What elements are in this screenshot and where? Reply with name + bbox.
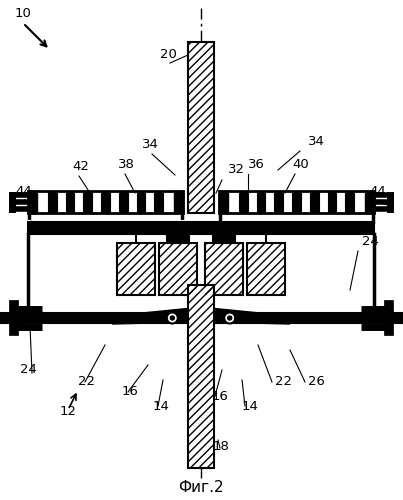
Text: 22: 22	[275, 375, 292, 388]
Circle shape	[224, 312, 235, 324]
Text: 44: 44	[15, 185, 32, 198]
Text: 24: 24	[362, 235, 379, 248]
Bar	[28, 222, 374, 234]
Bar	[247, 243, 285, 295]
Polygon shape	[112, 308, 192, 324]
Bar	[219, 191, 374, 213]
Bar	[257, 192, 266, 212]
Text: 40: 40	[292, 158, 309, 171]
Bar	[345, 192, 354, 212]
Bar	[137, 192, 145, 212]
Circle shape	[167, 312, 178, 324]
Text: 12: 12	[60, 405, 77, 418]
Bar	[205, 243, 243, 295]
Bar	[328, 192, 336, 212]
Text: 18: 18	[213, 440, 230, 453]
Circle shape	[170, 316, 174, 320]
Text: 16: 16	[122, 385, 139, 398]
Bar	[166, 235, 189, 243]
Bar	[159, 243, 197, 295]
Bar	[83, 192, 92, 212]
Bar	[119, 192, 127, 212]
Text: 38: 38	[118, 158, 135, 171]
Text: 34: 34	[308, 135, 325, 148]
Bar	[66, 192, 75, 212]
Bar	[219, 191, 228, 213]
Polygon shape	[210, 308, 290, 324]
Bar	[174, 191, 183, 213]
Bar	[117, 243, 155, 295]
Text: Фиг.2: Фиг.2	[178, 480, 224, 494]
Bar	[48, 192, 57, 212]
Bar	[188, 285, 214, 468]
Bar	[274, 192, 283, 212]
Text: 34: 34	[142, 138, 159, 151]
Text: 14: 14	[153, 400, 170, 413]
Bar	[28, 191, 183, 213]
Bar	[213, 235, 235, 243]
Bar	[292, 192, 301, 212]
Bar	[0, 313, 403, 323]
Text: 24: 24	[20, 363, 37, 376]
Text: 36: 36	[248, 158, 265, 171]
Bar	[188, 42, 214, 213]
Bar	[310, 192, 318, 212]
Bar	[247, 243, 285, 295]
Circle shape	[228, 316, 232, 320]
Bar	[159, 243, 197, 295]
Bar	[188, 285, 214, 468]
Bar	[28, 191, 37, 213]
Text: 42: 42	[72, 160, 89, 173]
Text: 10: 10	[15, 7, 32, 20]
Text: 32: 32	[228, 163, 245, 176]
Bar	[205, 243, 243, 295]
Bar	[188, 42, 214, 213]
Bar	[154, 192, 163, 212]
Bar	[101, 192, 110, 212]
Bar	[365, 191, 374, 213]
Text: 20: 20	[160, 48, 177, 61]
Text: 22: 22	[78, 375, 95, 388]
Bar	[117, 243, 155, 295]
Text: 26: 26	[308, 375, 325, 388]
Text: 14: 14	[242, 400, 259, 413]
Text: 16: 16	[212, 390, 229, 403]
Bar	[239, 192, 248, 212]
Text: 44: 44	[369, 185, 386, 198]
